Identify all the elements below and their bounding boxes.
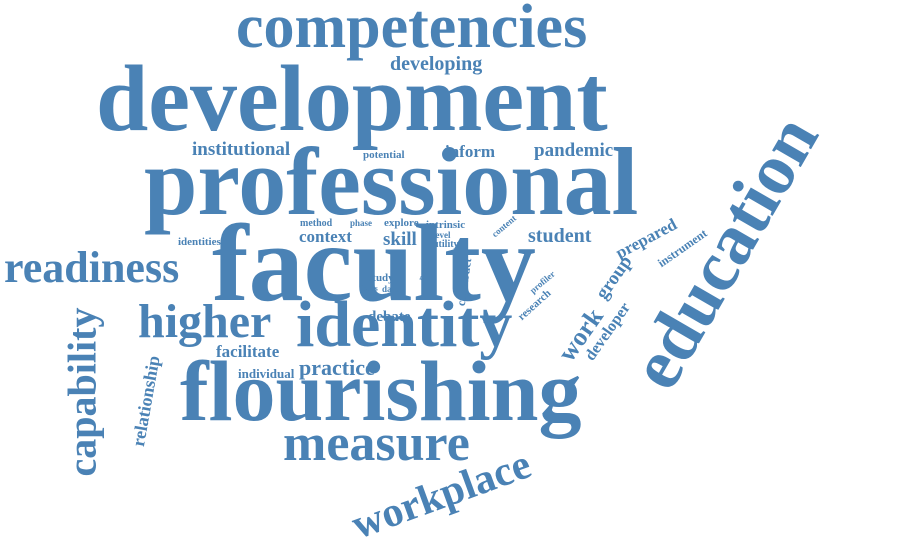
word-student: student: [528, 225, 592, 247]
word-intrinsic: intrinsic: [426, 219, 466, 231]
word-capability: capability: [59, 307, 105, 477]
word-method: method: [300, 218, 333, 229]
word-phase: phase: [350, 218, 373, 228]
word-study: study: [368, 272, 394, 284]
word-inform: inform: [445, 142, 496, 161]
word-readiness: readiness: [4, 243, 180, 292]
word-facilitate: facilitate: [216, 342, 280, 361]
word-developing: developing: [390, 53, 483, 75]
word-faculty: faculty: [212, 202, 536, 324]
word-competencies: competencies: [236, 0, 588, 61]
word-group: group: [591, 251, 637, 304]
word-utility: utility: [433, 239, 459, 250]
word-potential: potential: [363, 149, 405, 161]
word-data: data: [382, 284, 400, 294]
word-context: context: [299, 227, 352, 246]
word-flourishing: flourishing: [180, 343, 582, 439]
word-debate: debate: [368, 309, 411, 325]
word-pandemic: pandemic: [534, 140, 614, 161]
word-identities: identities: [178, 236, 221, 248]
word-professional: professional: [144, 128, 639, 235]
word-development: development: [96, 47, 608, 151]
word-practice: practice: [299, 355, 375, 380]
word-individual: individual: [238, 366, 295, 381]
word-identity: identity: [296, 288, 513, 361]
word-relationship: relationship: [128, 354, 164, 448]
word-institutional: institutional: [192, 139, 291, 160]
word-education: education: [614, 102, 834, 402]
word-level: level: [433, 230, 451, 240]
word-measure: measure: [283, 415, 470, 472]
word-focus: focus: [360, 284, 378, 293]
word-higher: higher: [138, 295, 272, 348]
word-explore: explore: [384, 217, 419, 229]
word-skill: skill: [383, 229, 417, 250]
